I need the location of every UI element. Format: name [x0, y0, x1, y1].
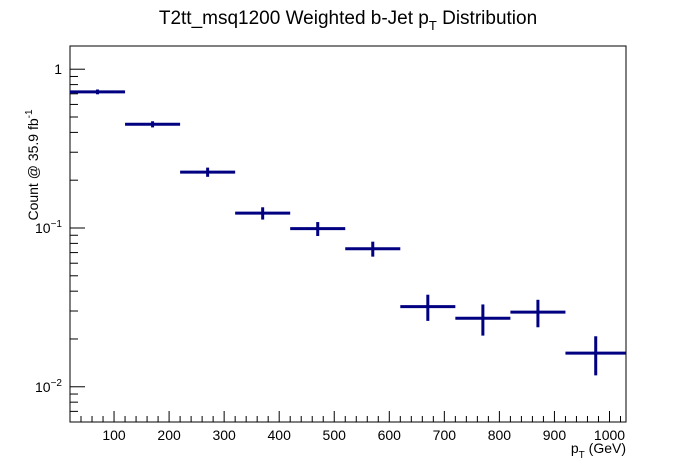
x-tick-label: 400 [268, 427, 292, 443]
x-tick-label: 900 [543, 427, 567, 443]
data-point [235, 207, 291, 220]
x-tick-label: 100 [102, 427, 126, 443]
y-tick-label: 10−2 [35, 378, 62, 395]
chart-title: T2tt_msq1200 Weighted b-Jet pT Distribut… [159, 8, 537, 33]
chart-title-main: T2tt_msq1200 Weighted b-Jet p [159, 8, 429, 29]
plot-frame [69, 45, 627, 423]
data-point [455, 304, 511, 336]
y-axis-label-main: Count @ 35.9 fb [25, 118, 41, 220]
data-point [125, 121, 181, 128]
x-tick-label: 300 [212, 427, 236, 443]
x-axis-label-main: p [571, 440, 579, 456]
x-tick-label: 1000 [594, 427, 625, 443]
chart-title-tail: Distribution [437, 8, 537, 29]
data-point [565, 336, 626, 376]
x-axis-label-sub: T [579, 450, 585, 461]
x-axis-label: pT (GeV) [571, 440, 626, 461]
y-axis: 1 10−1 10−2 [35, 61, 85, 423]
data-point [70, 89, 126, 95]
x-tick-label: 200 [157, 427, 181, 443]
chart-title-sub: T [429, 18, 437, 33]
y-tick-label: 1 [54, 61, 62, 77]
x-tick-label: 500 [323, 427, 347, 443]
data-point [290, 222, 346, 237]
data-points [70, 89, 626, 376]
y-axis-label-sup: -1 [24, 109, 35, 118]
x-tick-label: 800 [488, 427, 512, 443]
x-axis: 100 200 300 400 500 600 700 800 900 1000 [69, 411, 625, 443]
data-point [400, 294, 456, 321]
data-point [345, 241, 401, 257]
data-point [180, 167, 236, 177]
data-point [510, 299, 566, 328]
y-axis-label: Count @ 35.9 fb-1 [24, 109, 41, 221]
x-axis-label-tail: (GeV) [585, 440, 626, 456]
x-tick-label: 700 [433, 427, 457, 443]
y-tick-label: 10−1 [35, 219, 62, 236]
x-tick-label: 600 [378, 427, 402, 443]
